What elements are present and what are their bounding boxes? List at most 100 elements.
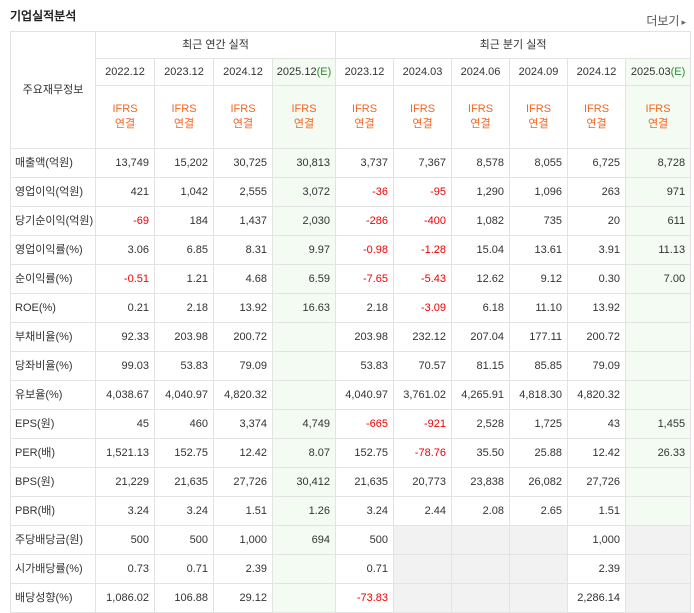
period-label: 2024.12 [223,66,263,78]
period-label: 2024.03 [402,66,443,78]
row-label: PBR(배) [10,496,96,526]
table-cell: 15.04 [451,235,511,265]
table-cell [509,583,569,613]
ifrs-label: IFRS [352,103,378,115]
section-title: 기업실적분석 [10,9,77,23]
table-cell: -3.09 [393,293,453,323]
period-label: 2023.12 [164,66,204,78]
table-cell: 1,086.02 [95,583,155,613]
table-row: ROE(%) 0.21 2.18 13.92 16.63 2.18 -3.09 6.18 11.… [10,293,692,323]
table-cell: -665 [335,409,395,439]
table-row: 영업이익(억원) 421 1,042 2,555 3,072 -36 -95 1,290 1,0… [10,177,692,207]
table-cell: 12.62 [451,264,511,294]
table-cell [271,380,337,410]
table-cell: 2.39 [213,554,273,584]
table-cell: 2.65 [509,496,569,526]
table-cell [271,351,337,381]
row-label: ROE(%) [10,293,96,323]
table-cell: 30,412 [271,467,337,497]
row-label: 배당성향(%) [10,583,96,613]
table-cell: 1.51 [567,496,627,526]
row-label: 당기순이익(억원) [10,206,96,236]
table-cell: 3,761.02 [393,380,453,410]
table-cell: 9.97 [271,235,337,265]
quarter-group-header: 최근 분기 실적 [335,31,692,59]
table-cell [509,525,569,555]
table-cell: 13.92 [567,293,627,323]
table-cell: 1.21 [154,264,214,294]
table-cell: 3,374 [213,409,273,439]
table-cell: 6.85 [154,235,214,265]
table-cell: 2,286.14 [567,583,627,613]
consolidated-label: 연결 [586,118,607,130]
table-cell: 3.24 [335,496,395,526]
table-cell: 1,000 [567,525,627,555]
table-cell: 8.31 [213,235,273,265]
table-cell: 0.71 [154,554,214,584]
consolidated-label: 연결 [114,118,136,130]
table-cell: 9.12 [509,264,569,294]
estimate-suffix: (E) [670,66,686,78]
table-cell: 3.24 [95,496,155,526]
table-cell: 3,072 [271,177,337,207]
ifrs-label: IFRS [468,103,494,115]
row-label: 주당배당금(원) [10,525,96,555]
table-cell: -95 [393,177,453,207]
table-cell: -286 [335,206,395,236]
chevron-right-icon: ▸ [681,17,686,27]
table-row: BPS(원) 21,229 21,635 27,726 30,412 21,635 20,7… [10,467,692,497]
table-cell: -36 [335,177,395,207]
table-cell: 4,265.91 [451,380,511,410]
table-cell [451,554,511,584]
table-cell: 15,202 [154,148,214,178]
table-cell: 4,820.32 [567,380,627,410]
table-cell: 694 [271,525,337,555]
table-cell: -0.51 [95,264,155,294]
table-cell: 1,082 [451,206,511,236]
table-cell: 29.12 [213,583,273,613]
row-label: PER(배) [10,438,96,468]
table-cell: 79.09 [567,351,627,381]
table-cell: 25.88 [509,438,569,468]
period-header: 2022.12 [95,58,155,86]
table-cell: 2,030 [271,206,337,236]
table-cell: 152.75 [154,438,214,468]
table-cell: -1.28 [393,235,453,265]
more-link[interactable]: 더보기 ▸ [646,12,686,29]
table-cell: -0.98 [335,235,395,265]
table-cell: 1,290 [451,177,511,207]
table-cell: -73.83 [335,583,395,613]
period-row: 2022.12 2023.12 2024.12 2025.12(E) 2023.12 20… [11,58,692,86]
table-cell: 152.75 [335,438,395,468]
table-cell: 70.57 [393,351,453,381]
table-cell [625,554,692,584]
table-cell: 203.98 [335,322,395,352]
table-cell [393,583,453,613]
table-cell [271,322,337,352]
table-row: 주당배당금(원) 500 500 1,000 694 500 1,000 [10,525,692,555]
ifrs-header: IFRS 연결 [271,85,337,149]
table-cell: 232.12 [393,322,453,352]
table-cell: 43 [567,409,627,439]
table-cell: 99.03 [95,351,155,381]
table-cell: 30,813 [271,148,337,178]
ifrs-label: IFRS [410,103,436,115]
table-cell: 500 [154,525,214,555]
table-cell: 4,038.67 [95,380,155,410]
period-header: 2024.12 [567,58,627,86]
period-label: 2025.03 [630,66,671,78]
table-cell: 7.00 [625,264,692,294]
consolidated-label: 연결 [354,118,375,130]
table-cell: 2,528 [451,409,511,439]
ifrs-header: IFRS 연결 [213,85,273,149]
table-cell: 3.06 [95,235,155,265]
table-cell: 26,082 [509,467,569,497]
table-cell: 8,055 [509,148,569,178]
table-cell: 1.51 [213,496,273,526]
table-cell: 0.73 [95,554,155,584]
table-cell: 6.59 [271,264,337,294]
table-cell: 735 [509,206,569,236]
table-row: 순이익률(%) -0.51 1.21 4.68 6.59 -7.65 -5.43 12.62 9… [10,264,692,294]
ifrs-label: IFRS [526,103,552,115]
table-cell [393,525,453,555]
